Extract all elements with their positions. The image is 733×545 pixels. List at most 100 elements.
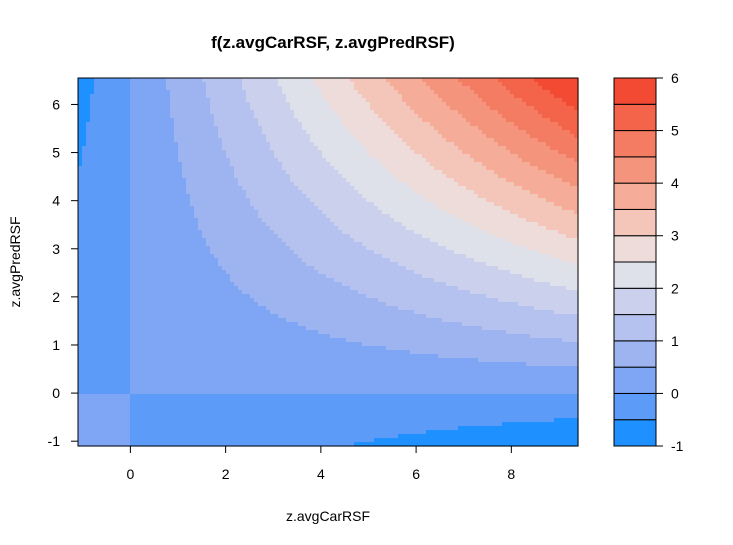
contour-cell xyxy=(198,274,203,279)
contour-cell xyxy=(178,390,183,395)
contour-cell xyxy=(114,150,119,155)
contour-cell xyxy=(258,362,263,367)
contour-cell xyxy=(218,186,223,191)
contour-cell xyxy=(94,246,99,251)
contour-cell xyxy=(150,230,155,235)
contour-cell xyxy=(230,146,235,151)
contour-cell xyxy=(150,282,155,287)
contour-cell xyxy=(130,110,135,115)
contour-cell xyxy=(118,78,123,83)
contour-cell xyxy=(234,118,239,123)
contour-cell xyxy=(282,234,287,239)
contour-cell xyxy=(170,90,175,95)
contour-cell xyxy=(290,194,295,199)
contour-cell xyxy=(254,102,259,107)
contour-cell xyxy=(194,318,199,323)
contour-cell xyxy=(238,258,243,263)
contour-cell xyxy=(82,366,87,371)
contour-cell xyxy=(78,106,83,111)
contour-cell xyxy=(286,270,291,275)
contour-cell xyxy=(178,198,183,203)
contour-cell xyxy=(138,322,143,327)
contour-cell xyxy=(98,434,103,439)
contour-cell xyxy=(162,166,167,171)
contour-cell xyxy=(278,178,283,183)
contour-cell xyxy=(206,358,211,363)
contour-cell xyxy=(238,390,243,395)
contour-cell xyxy=(226,330,231,335)
contour-cell xyxy=(170,154,175,159)
contour-cell xyxy=(262,102,267,107)
contour-cell xyxy=(246,262,251,267)
contour-cell xyxy=(258,414,263,419)
contour-cell xyxy=(242,142,247,147)
contour-cell xyxy=(286,190,291,195)
contour-cell xyxy=(158,102,163,107)
contour-cell xyxy=(118,414,123,419)
contour-cell xyxy=(226,430,231,435)
contour-cell xyxy=(266,234,271,239)
contour-cell xyxy=(166,362,171,367)
contour-cell xyxy=(78,322,83,327)
contour-cell xyxy=(290,130,295,135)
contour-cell xyxy=(146,238,151,243)
contour-cell xyxy=(274,178,279,183)
contour-cell xyxy=(222,358,227,363)
contour-cell xyxy=(194,438,199,443)
contour-cell xyxy=(198,302,203,307)
contour-cell xyxy=(98,242,103,247)
contour-cell xyxy=(218,426,223,431)
contour-cell xyxy=(106,350,111,355)
contour-cell xyxy=(158,250,163,255)
contour-cell xyxy=(102,102,107,107)
contour-cell xyxy=(186,322,191,327)
contour-cell xyxy=(178,146,183,151)
contour-cell xyxy=(90,190,95,195)
contour-cell xyxy=(122,82,127,87)
contour-cell xyxy=(278,110,283,115)
contour-cell xyxy=(198,406,203,411)
contour-cell xyxy=(158,126,163,131)
contour-cell xyxy=(166,318,171,323)
contour-cell xyxy=(290,218,295,223)
contour-cell xyxy=(266,114,271,119)
contour-cell xyxy=(278,402,283,407)
contour-cell xyxy=(146,198,151,203)
contour-cell xyxy=(270,442,275,447)
contour-cell xyxy=(170,438,175,443)
contour-cell xyxy=(222,334,227,339)
contour-cell xyxy=(286,234,291,239)
contour-cell xyxy=(206,178,211,183)
contour-cell xyxy=(270,390,275,395)
contour-cell xyxy=(234,78,239,83)
contour-cell xyxy=(206,94,211,99)
contour-cell xyxy=(242,214,247,219)
contour-cell xyxy=(250,314,255,319)
contour-cell xyxy=(166,410,171,415)
contour-cell xyxy=(146,406,151,411)
contour-cell xyxy=(286,318,291,323)
contour-cell xyxy=(278,194,283,199)
contour-cell xyxy=(190,434,195,439)
contour-cell xyxy=(110,250,115,255)
contour-cell xyxy=(282,262,287,267)
contour-cell xyxy=(214,114,219,119)
contour-cell xyxy=(286,326,291,331)
contour-cell xyxy=(294,122,299,127)
contour-cell xyxy=(262,330,267,335)
contour-cell xyxy=(114,370,119,375)
contour-cell xyxy=(190,110,195,115)
contour-cell xyxy=(210,334,215,339)
contour-cell xyxy=(194,210,199,215)
contour-cell xyxy=(246,210,251,215)
contour-cell xyxy=(78,214,83,219)
contour-cell xyxy=(218,170,223,175)
contour-cell xyxy=(210,402,215,407)
contour-cell xyxy=(114,322,119,327)
contour-cell xyxy=(286,354,291,359)
contour-cell xyxy=(238,190,243,195)
contour-cell xyxy=(162,274,167,279)
contour-cell xyxy=(238,326,243,331)
contour-cell xyxy=(258,194,263,199)
contour-cell xyxy=(138,106,143,111)
